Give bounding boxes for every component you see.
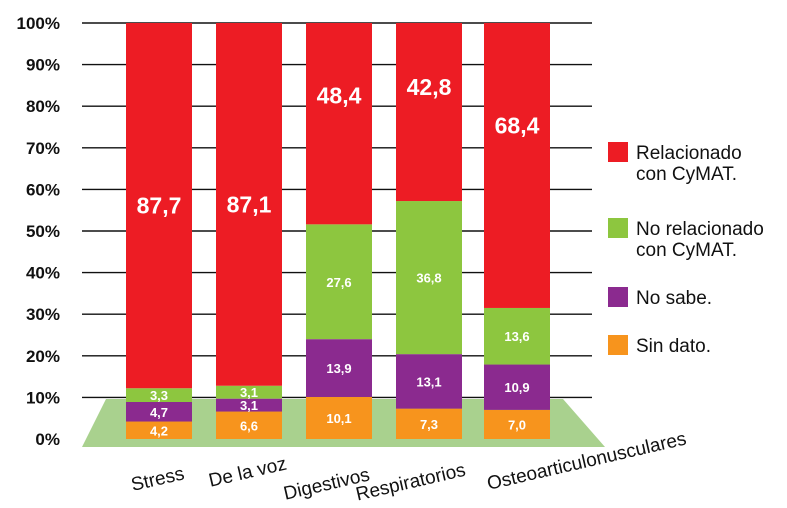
bar-segment: [306, 224, 372, 340]
legend-label: con CyMAT.: [636, 240, 737, 261]
legend-swatch: [608, 287, 628, 307]
y-tick-label: 30%: [26, 305, 60, 324]
bar-segment: [216, 411, 282, 439]
y-tick-label: 60%: [26, 180, 60, 199]
y-tick-label: 70%: [26, 139, 60, 158]
bar-segment: [484, 364, 550, 410]
bar-segment: [396, 23, 462, 202]
data-label: 87,1: [227, 191, 272, 217]
bar-segment: [484, 23, 550, 308]
data-label: 10,1: [326, 411, 351, 426]
bar-segment: [126, 421, 192, 439]
legend-label: Relacionado: [636, 143, 742, 164]
bar-segment: [396, 201, 462, 355]
y-tick-label: 100%: [17, 14, 60, 33]
data-label: 87,7: [137, 193, 182, 219]
legend-label: con CyMAT.: [636, 164, 737, 185]
y-tick-label: 10%: [26, 388, 60, 407]
bar-segment: [396, 354, 462, 409]
category-label: De la voz: [207, 454, 289, 492]
data-label: 10,9: [504, 380, 529, 395]
y-tick-label: 90%: [26, 56, 60, 75]
data-label: 7,3: [420, 417, 438, 432]
bar-segment: [216, 385, 282, 399]
legend-swatch: [608, 218, 628, 238]
data-label: 7,0: [508, 417, 526, 432]
data-label: 13,1: [416, 374, 441, 389]
data-label: 3,1: [240, 385, 258, 400]
bar-segment: [126, 388, 192, 402]
y-tick-label: 50%: [26, 222, 60, 241]
data-label: 13,9: [326, 361, 351, 376]
bar-segment: [216, 23, 282, 386]
bar-segment: [306, 339, 372, 397]
legend-swatch: [608, 335, 628, 355]
bar-segment: [216, 398, 282, 412]
legend-swatch: [608, 142, 628, 162]
data-label: 4,2: [150, 423, 168, 438]
y-tick-label: 80%: [26, 97, 60, 116]
bar-segment: [484, 307, 550, 365]
data-label: 13,6: [504, 329, 529, 344]
y-tick-label: 40%: [26, 264, 60, 283]
category-label: Respiratorios: [354, 460, 468, 506]
bar-segment: [484, 409, 550, 439]
data-label: 48,4: [317, 82, 362, 108]
data-label: 27,6: [326, 275, 351, 290]
legend-label: No sabe.: [636, 288, 712, 309]
category-label: Stress: [129, 463, 186, 496]
bar-segment: [126, 401, 192, 422]
bar-segment: [126, 23, 192, 389]
data-label: 68,4: [495, 113, 540, 139]
data-label: 42,8: [407, 74, 452, 100]
y-tick-label: 20%: [26, 347, 60, 366]
data-label: 6,6: [240, 418, 258, 433]
data-label: 36,8: [416, 271, 441, 286]
data-label: 3,1: [240, 398, 258, 413]
legend-label: No relacionado: [636, 219, 764, 240]
data-label: 3,3: [150, 388, 168, 403]
legend-label: Sin dato.: [636, 336, 711, 357]
y-tick-label: 0%: [35, 430, 60, 449]
bar-segment: [306, 396, 372, 439]
data-label: 4,7: [150, 405, 168, 420]
bar-segment: [306, 23, 372, 225]
bar-segment: [396, 408, 462, 439]
